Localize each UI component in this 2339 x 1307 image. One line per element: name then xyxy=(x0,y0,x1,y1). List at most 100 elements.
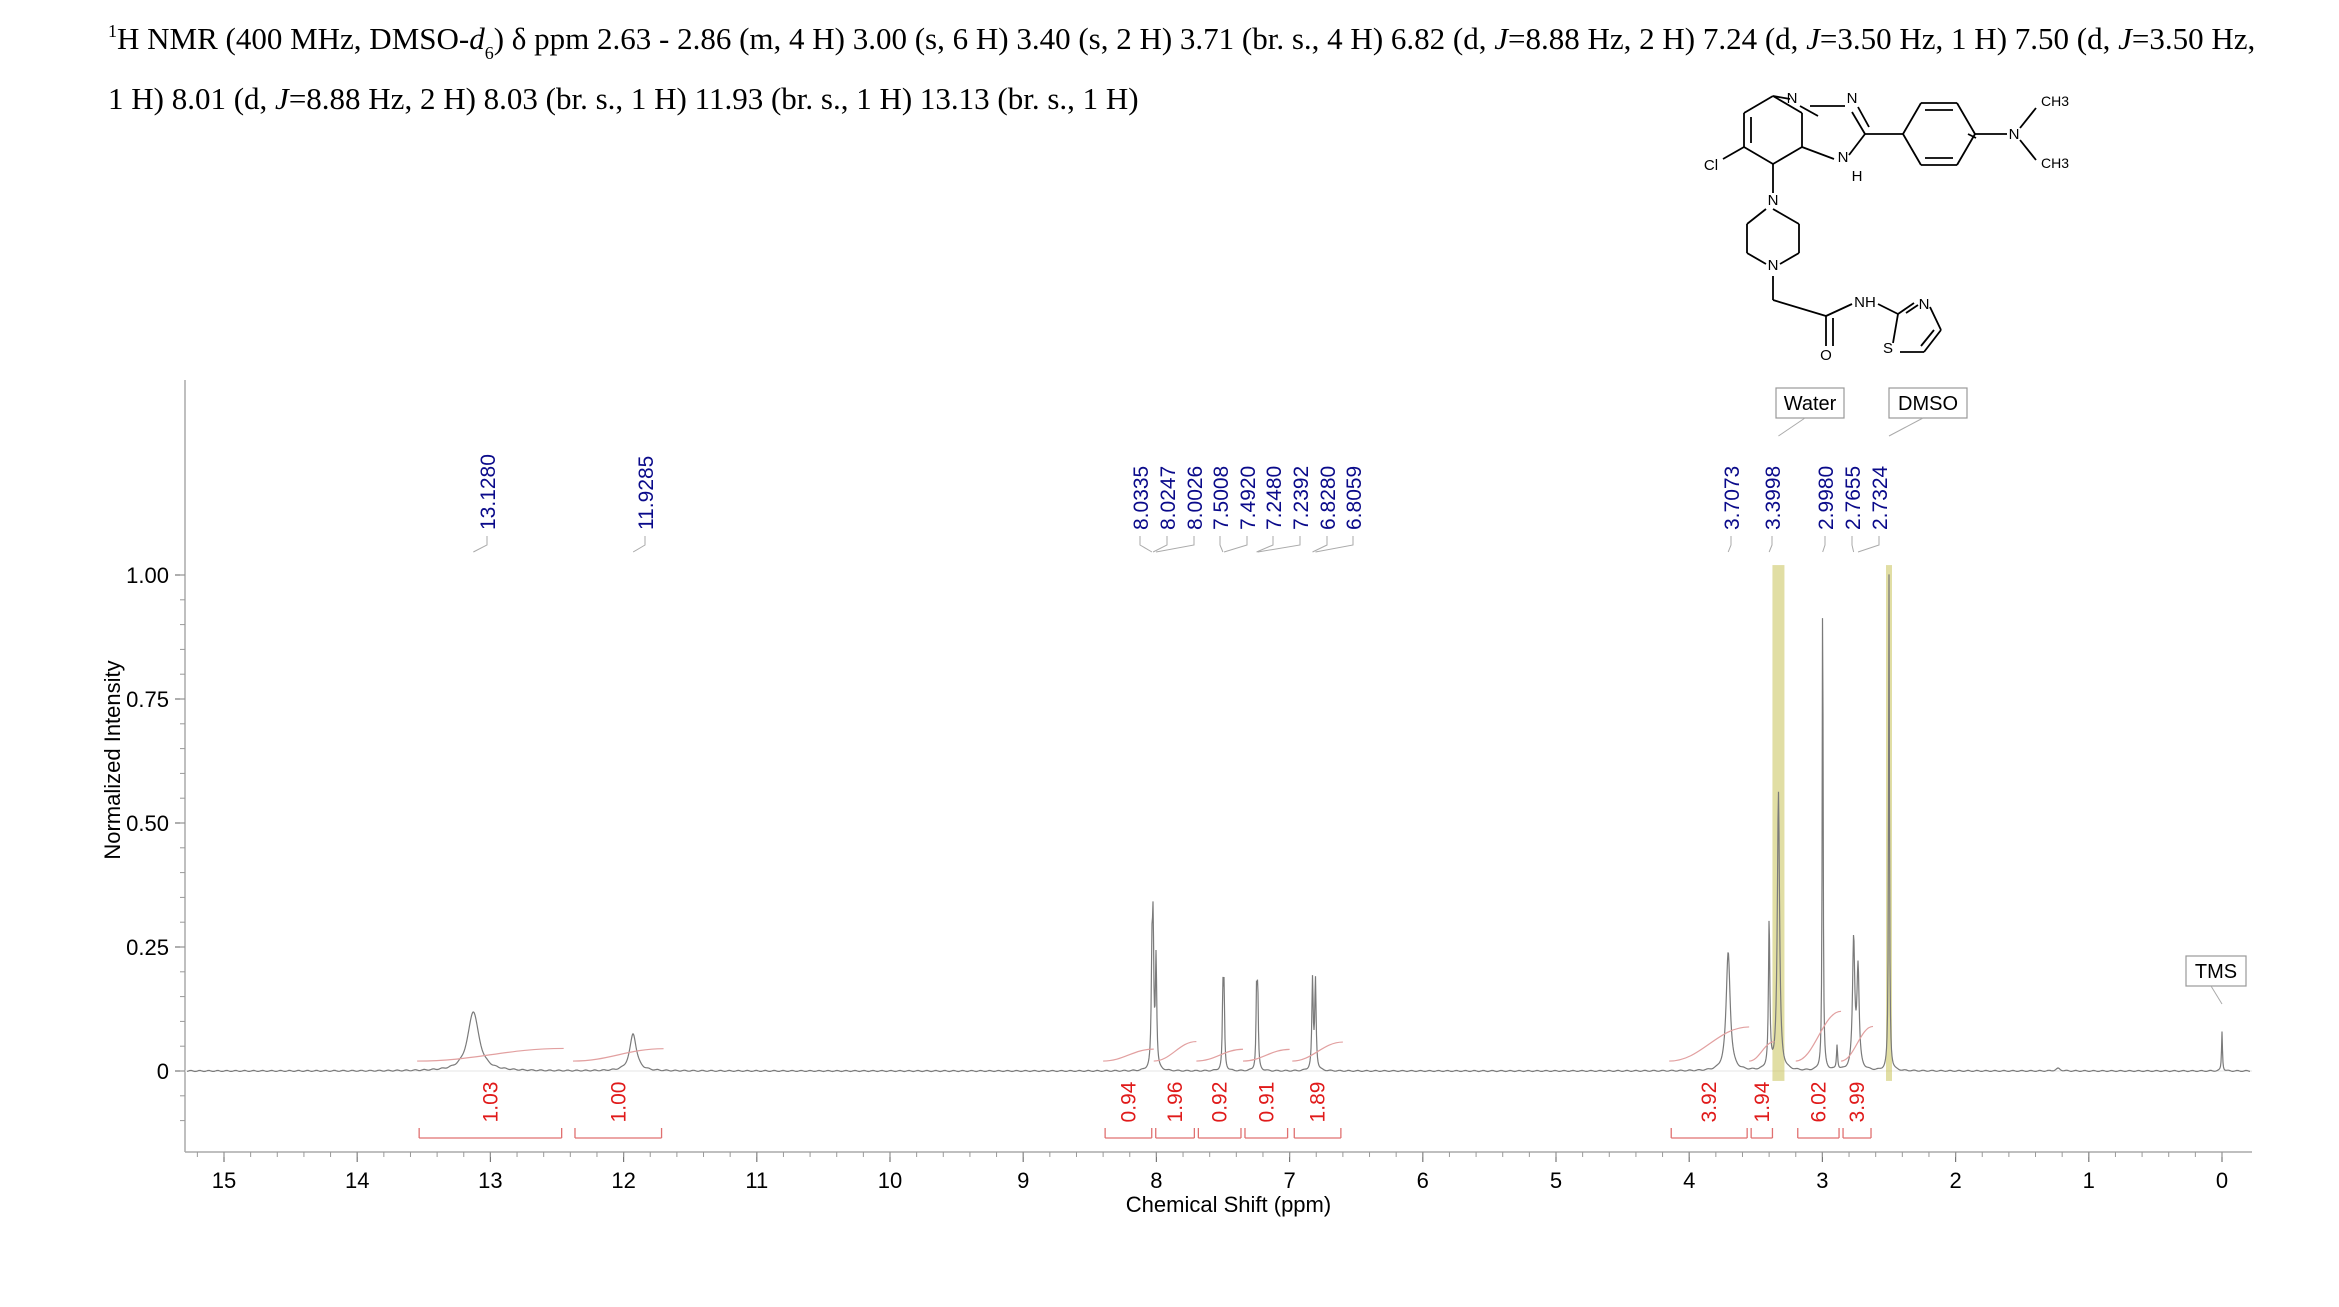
x-tick-label: 5 xyxy=(1550,1168,1562,1193)
peak-label-leader xyxy=(1219,536,1224,553)
solvent-bands xyxy=(1772,565,1892,1081)
atom-label: H xyxy=(1852,168,1863,185)
description-part: =8.88 Hz, 2 H) 8.03 (br. s., 1 H) 11.93 … xyxy=(288,81,1139,116)
atom-label: NH xyxy=(1854,294,1876,311)
axis-ticks: 15 14 13 12 11 10 9 8 7 6 5 4 3 2 1 01.000.750.500.250 xyxy=(126,563,2228,1193)
x-tick-label: 14 xyxy=(345,1168,369,1193)
integral-value: 1.03 xyxy=(479,1082,502,1123)
description-part: =8.88 Hz, 2 H) 7.24 (d, xyxy=(1507,21,1807,56)
integral-value: 1.00 xyxy=(607,1082,630,1123)
x-tick-label: 3 xyxy=(1816,1168,1828,1193)
integral-curve xyxy=(572,1048,664,1062)
peak-label: 8.0247 xyxy=(1157,466,1180,530)
peak-label-leader xyxy=(1851,536,1855,553)
x-axis-title: Chemical Shift (ppm) xyxy=(1126,1192,1331,1217)
y-tick-label: 0.50 xyxy=(126,811,169,836)
description-lead: NMR (400 MHz, DMSO- xyxy=(139,21,470,56)
annotation-leader xyxy=(1778,417,1806,437)
peak-label: 7.5008 xyxy=(1210,466,1233,530)
integral-curve xyxy=(1153,1040,1197,1062)
peak-label: 7.4920 xyxy=(1237,466,1260,530)
annotation-label: DMSO xyxy=(1898,393,1958,415)
spectrum-line xyxy=(186,574,2251,1073)
y-tick-label: 0 xyxy=(157,1059,169,1084)
peak-labels: 13.1280 11.9285 8.0335 8.0247 8.0026 7.5008 7.… xyxy=(473,454,1892,553)
atom-label: Cl xyxy=(1704,157,1718,174)
integral-curve xyxy=(1795,1010,1842,1062)
x-tick-label: 0 xyxy=(2216,1168,2228,1193)
peak-label-leader xyxy=(1727,536,1732,553)
x-tick-label: 7 xyxy=(1283,1168,1295,1193)
atom-label: N xyxy=(2009,126,2020,143)
integral-curve xyxy=(1840,1025,1874,1062)
atom-label: S xyxy=(1883,340,1893,357)
peak-label-leader xyxy=(1822,536,1826,553)
annotation-leader xyxy=(2210,985,2223,1005)
peak-label-leader xyxy=(1857,536,1880,553)
x-tick-label: 13 xyxy=(478,1168,502,1193)
peak-label-leader xyxy=(1139,536,1153,553)
nucleus-symbol: H xyxy=(117,21,140,56)
integral-value: 1.96 xyxy=(1164,1082,1187,1123)
y-tick-label: 0.25 xyxy=(126,935,169,960)
peak-label: 7.2392 xyxy=(1290,466,1313,530)
spectrum-description: 1H NMR (400 MHz, DMSO-d6) δ ppm 2.63 - 2… xyxy=(108,8,2268,122)
peak-label-leader xyxy=(1155,536,1195,553)
peak-label-leader xyxy=(1312,536,1328,553)
integral-curve xyxy=(1749,1041,1775,1062)
peak-label: 6.8059 xyxy=(1343,466,1366,530)
y-axis-title: Normalized Intensity xyxy=(100,660,125,859)
integral-value: 0.91 xyxy=(1255,1082,1278,1123)
peak-label: 3.3998 xyxy=(1762,466,1785,530)
description-part: =3.50 Hz, 1 H) 7.50 (d, xyxy=(1819,21,2119,56)
spectrum-trace xyxy=(186,574,2251,1073)
coupling-symbol: J xyxy=(1806,21,1820,56)
integral-value: 1.89 xyxy=(1307,1082,1330,1123)
peak-label: 11.9285 xyxy=(635,456,658,530)
axis-titles: Chemical Shift (ppm) Normalized Intensity xyxy=(100,660,1331,1217)
atom-label: O xyxy=(1820,347,1832,364)
y-tick-label: 0.75 xyxy=(126,687,169,712)
x-tick-label: 10 xyxy=(878,1168,902,1193)
x-tick-label: 11 xyxy=(745,1168,768,1193)
peak-label-leader xyxy=(1223,536,1248,553)
integral-value: 1.94 xyxy=(1751,1081,1774,1122)
nucleus-mass: 1 xyxy=(108,21,117,41)
peak-label: 8.0335 xyxy=(1130,466,1153,530)
coupling-symbol: J xyxy=(275,81,289,116)
integral-value: 0.92 xyxy=(1209,1082,1232,1123)
description-shifts: ) δ ppm 2.63 - 2.86 (m, 4 H) 3.00 (s, 6 … xyxy=(493,21,1495,56)
integral-curve xyxy=(1669,1026,1750,1062)
peak-label-leader xyxy=(1315,536,1354,553)
x-tick-label: 9 xyxy=(1017,1168,1029,1193)
integral-curve xyxy=(1242,1048,1290,1062)
atom-label: N xyxy=(1787,90,1798,107)
annotation-label: Water xyxy=(1784,393,1837,415)
x-tick-label: 8 xyxy=(1150,1168,1162,1193)
peak-label-leader xyxy=(1768,536,1773,553)
integral-regions: 1.03 1.00 0.94 1.96 0.92 0.91 1.89 3.92 1.94 6.02… xyxy=(417,1010,1874,1139)
x-tick-label: 1 xyxy=(2083,1168,2095,1193)
peak-label: 8.0026 xyxy=(1184,466,1207,530)
peak-label-leader xyxy=(473,536,488,553)
x-tick-label: 12 xyxy=(611,1168,635,1193)
solvent-subscript: 6 xyxy=(484,43,494,63)
peak-label-leader xyxy=(632,536,646,553)
annotation-box xyxy=(1775,387,1845,419)
integral-curve xyxy=(1196,1048,1243,1062)
peak-label-leader xyxy=(1152,536,1168,553)
atom-label: N xyxy=(1847,90,1858,107)
atom-label: CH3 xyxy=(2041,93,2069,109)
peak-label: 2.7324 xyxy=(1869,465,1892,530)
y-tick-label: 1.00 xyxy=(126,563,169,588)
coupling-symbol: J xyxy=(2118,21,2132,56)
atom-label: N xyxy=(1919,296,1930,313)
peak-label: 2.7655 xyxy=(1842,466,1865,530)
annotation-box xyxy=(2185,955,2247,987)
annotations: Water DMSO TMS xyxy=(1775,387,2247,1005)
atom-label: N xyxy=(1838,149,1849,166)
atom-label: N xyxy=(1768,192,1779,209)
peak-label: 13.1280 xyxy=(477,454,500,530)
